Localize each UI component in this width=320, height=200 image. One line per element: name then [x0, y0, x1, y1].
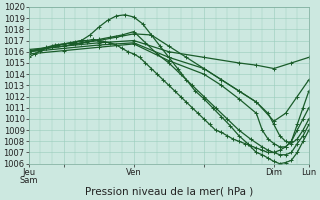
X-axis label: Pression niveau de la mer( hPa ): Pression niveau de la mer( hPa ) — [85, 187, 253, 197]
